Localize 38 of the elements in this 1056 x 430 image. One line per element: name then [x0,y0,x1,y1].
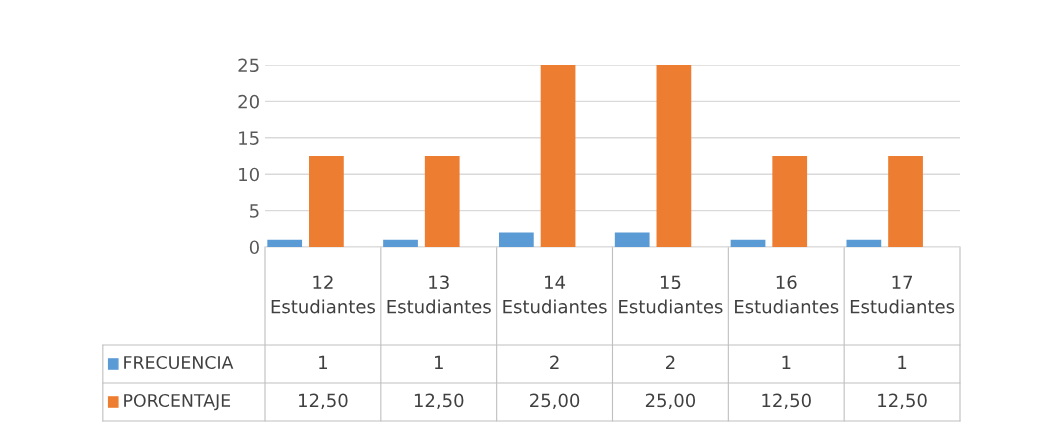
data-label: 12,50 [878,393,927,410]
x-tick-label: 15 Estudiantes [619,275,723,314]
data-label: 25,00 [530,393,580,410]
x-tick-label: 16 Estudiantes [735,275,839,314]
x-tick-label: 13 Estudiantes [387,275,491,314]
bar [267,239,303,247]
bar [614,232,650,247]
x-tick-label: 12 Estudiantes [271,275,375,314]
y-tick-label: 15 [239,131,259,145]
bar [498,232,534,247]
data-label: 12,50 [414,393,464,410]
bar [383,239,418,247]
data-label: 2 [550,355,559,369]
bar [309,156,344,247]
bar [730,239,766,247]
bar [424,156,460,247]
data-label: 1 [782,355,791,369]
y-tick-label: 10 [239,167,259,182]
bar [656,65,692,247]
y-tick-label: 25 [238,58,259,73]
y-tick-label: 5 [250,204,259,218]
bar [772,156,808,247]
bar [888,156,923,247]
legend-label: FRECUENCIA [124,355,234,370]
data-label: 1 [319,355,327,369]
data-label: 12,50 [762,393,811,410]
bar [540,65,576,247]
data-label: 25,00 [645,393,696,410]
data-label: 12,50 [299,393,348,410]
x-tick-label: 17 Estudiantes [850,275,955,314]
y-tick-label: 0 [249,240,259,255]
data-label: 2 [666,355,675,369]
bar [846,239,882,247]
data-label: 1 [434,355,443,369]
x-tick-label: 14 Estudiantes [503,275,607,314]
y-tick-label: 20 [238,94,259,109]
data-label: 1 [898,355,907,369]
legend-label: PORCENTAJE [124,393,231,411]
